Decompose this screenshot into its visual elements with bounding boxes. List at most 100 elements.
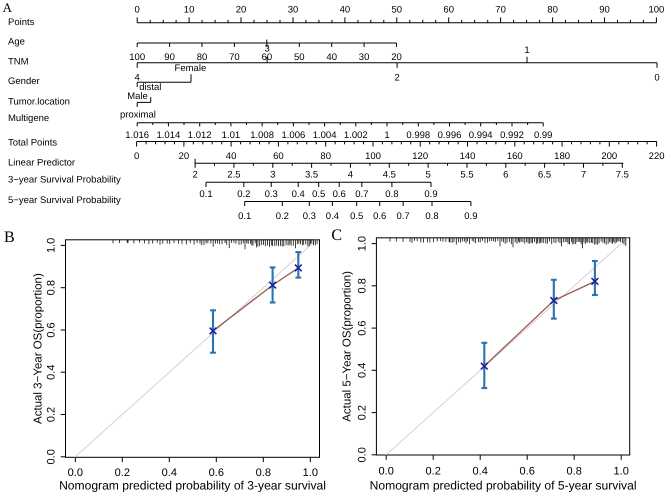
svg-text:C: C xyxy=(331,227,342,244)
svg-text:0.998: 0.998 xyxy=(406,130,430,141)
svg-text:50: 50 xyxy=(392,4,403,15)
svg-text:1: 1 xyxy=(384,130,389,141)
svg-text:0.9: 0.9 xyxy=(424,189,437,200)
svg-text:1.016: 1.016 xyxy=(125,130,149,141)
svg-text:90: 90 xyxy=(599,4,610,15)
svg-text:B: B xyxy=(4,229,15,246)
svg-text:80: 80 xyxy=(197,52,208,63)
svg-text:0.994: 0.994 xyxy=(469,130,493,141)
svg-text:Points: Points xyxy=(8,17,35,28)
svg-text:0.5: 0.5 xyxy=(350,211,363,222)
svg-text:0.6: 0.6 xyxy=(520,466,535,478)
svg-text:2: 2 xyxy=(192,170,197,181)
svg-text:0.3: 0.3 xyxy=(303,211,316,222)
svg-text:0.0: 0.0 xyxy=(379,466,394,478)
svg-text:Actual 3−Year OS(proportion): Actual 3−Year OS(proportion) xyxy=(33,273,45,424)
svg-text:160: 160 xyxy=(507,151,523,162)
svg-text:4.5: 4.5 xyxy=(383,170,396,181)
svg-text:distal: distal xyxy=(139,82,161,93)
svg-text:4: 4 xyxy=(348,170,353,181)
svg-text:0.4: 0.4 xyxy=(292,189,305,200)
svg-text:80: 80 xyxy=(320,151,331,162)
svg-text:1.014: 1.014 xyxy=(157,130,181,141)
svg-text:20: 20 xyxy=(179,151,190,162)
svg-text:1.002: 1.002 xyxy=(344,130,368,141)
svg-text:Female: Female xyxy=(175,63,207,74)
svg-text:140: 140 xyxy=(460,151,476,162)
svg-text:Tumor.location: Tumor.location xyxy=(8,97,70,108)
svg-text:0.4: 0.4 xyxy=(46,365,58,380)
svg-text:0.2: 0.2 xyxy=(426,466,441,478)
svg-text:180: 180 xyxy=(554,151,570,162)
svg-text:60: 60 xyxy=(443,4,454,15)
svg-text:3−year Survival Probability: 3−year Survival Probability xyxy=(8,174,121,185)
svg-text:100: 100 xyxy=(365,151,381,162)
svg-text:40: 40 xyxy=(326,52,337,63)
svg-text:7.5: 7.5 xyxy=(616,170,629,181)
svg-text:100: 100 xyxy=(129,52,145,63)
svg-text:0.4: 0.4 xyxy=(357,363,369,378)
svg-text:0.8: 0.8 xyxy=(357,278,369,293)
svg-text:0: 0 xyxy=(134,151,139,162)
svg-text:Actual 5−Year OS(proportion): Actual 5−Year OS(proportion) xyxy=(342,271,354,422)
svg-text:0.99: 0.99 xyxy=(534,130,553,141)
svg-text:1.0: 1.0 xyxy=(303,467,318,479)
svg-text:0.4: 0.4 xyxy=(162,467,177,479)
svg-text:5: 5 xyxy=(425,170,430,181)
svg-text:1.006: 1.006 xyxy=(282,130,306,141)
svg-text:0.8: 0.8 xyxy=(425,211,438,222)
svg-text:0.7: 0.7 xyxy=(396,211,409,222)
svg-text:0.2: 0.2 xyxy=(115,467,130,479)
svg-text:TNM: TNM xyxy=(8,56,29,67)
svg-text:0.0: 0.0 xyxy=(46,449,58,464)
svg-text:Age: Age xyxy=(8,37,25,48)
svg-text:0.2: 0.2 xyxy=(276,211,289,222)
svg-text:0.8: 0.8 xyxy=(46,280,58,295)
svg-text:0.6: 0.6 xyxy=(357,320,369,335)
svg-text:1.01: 1.01 xyxy=(222,130,241,141)
svg-text:0.0: 0.0 xyxy=(357,447,369,462)
svg-text:5.5: 5.5 xyxy=(460,170,473,181)
svg-text:6: 6 xyxy=(503,170,508,181)
svg-text:120: 120 xyxy=(412,151,428,162)
svg-text:40: 40 xyxy=(226,151,237,162)
svg-text:90: 90 xyxy=(164,52,175,63)
svg-text:0: 0 xyxy=(654,73,659,84)
svg-text:200: 200 xyxy=(601,151,617,162)
svg-text:Linear Predictor: Linear Predictor xyxy=(8,157,75,168)
svg-text:70: 70 xyxy=(229,52,240,63)
svg-text:0.1: 0.1 xyxy=(199,189,212,200)
svg-text:0.996: 0.996 xyxy=(438,130,462,141)
svg-text:7: 7 xyxy=(581,170,586,181)
svg-text:0.2: 0.2 xyxy=(237,189,250,200)
svg-text:2: 2 xyxy=(394,73,399,84)
svg-text:20: 20 xyxy=(236,4,247,15)
svg-text:0.8: 0.8 xyxy=(567,466,582,478)
svg-text:0: 0 xyxy=(135,4,140,15)
svg-text:0.0: 0.0 xyxy=(68,467,83,479)
svg-text:0.5: 0.5 xyxy=(312,189,325,200)
svg-text:100: 100 xyxy=(648,4,664,15)
svg-text:6.5: 6.5 xyxy=(538,170,551,181)
svg-text:0.2: 0.2 xyxy=(46,407,58,422)
svg-text:Nomogram predicted probability: Nomogram predicted probability of 3-year… xyxy=(59,479,326,493)
svg-text:1.008: 1.008 xyxy=(250,130,274,141)
svg-text:10: 10 xyxy=(184,4,195,15)
svg-text:Multigene: Multigene xyxy=(8,113,49,124)
svg-text:A: A xyxy=(3,0,13,15)
svg-text:0.6: 0.6 xyxy=(209,467,224,479)
svg-text:30: 30 xyxy=(359,52,370,63)
svg-text:0.7: 0.7 xyxy=(355,189,368,200)
svg-text:0.4: 0.4 xyxy=(473,466,488,478)
svg-text:1.004: 1.004 xyxy=(313,130,337,141)
svg-text:0.8: 0.8 xyxy=(256,467,271,479)
svg-text:Nomogram predicted probability: Nomogram predicted probability of 5-year… xyxy=(370,478,637,492)
svg-text:1.0: 1.0 xyxy=(46,238,58,253)
svg-text:1: 1 xyxy=(524,45,529,56)
svg-text:0.4: 0.4 xyxy=(326,211,339,222)
svg-text:5−year Survival Probability: 5−year Survival Probability xyxy=(8,195,121,206)
svg-text:80: 80 xyxy=(547,4,558,15)
svg-text:40: 40 xyxy=(340,4,351,15)
svg-text:Male: Male xyxy=(127,91,148,102)
svg-text:0.6: 0.6 xyxy=(333,189,346,200)
